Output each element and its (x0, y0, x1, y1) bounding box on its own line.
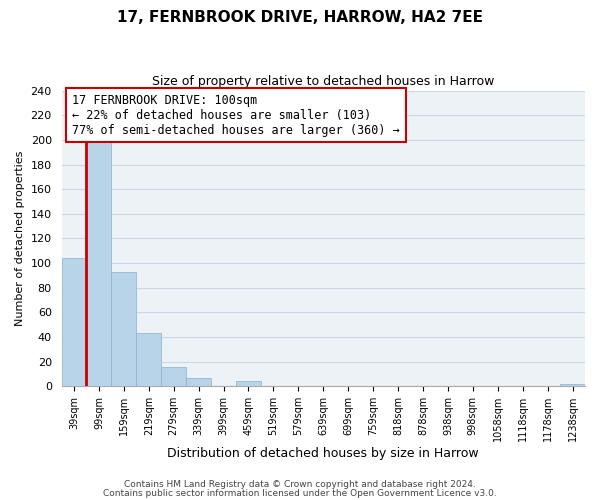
Title: Size of property relative to detached houses in Harrow: Size of property relative to detached ho… (152, 75, 494, 88)
Bar (86, 138, 112, 386)
Bar (62, 258, 86, 386)
Bar (136, 334, 161, 386)
Bar (161, 366, 186, 386)
Text: Contains HM Land Registry data © Crown copyright and database right 2024.: Contains HM Land Registry data © Crown c… (124, 480, 476, 489)
X-axis label: Distribution of detached houses by size in Harrow: Distribution of detached houses by size … (167, 447, 479, 460)
Y-axis label: Number of detached properties: Number of detached properties (15, 151, 25, 326)
Bar (236, 382, 261, 386)
Text: 17 FERNBROOK DRIVE: 100sqm
← 22% of detached houses are smaller (103)
77% of sem: 17 FERNBROOK DRIVE: 100sqm ← 22% of deta… (72, 94, 400, 136)
Text: Contains public sector information licensed under the Open Government Licence v3: Contains public sector information licen… (103, 488, 497, 498)
Bar (186, 378, 211, 386)
Bar (112, 272, 136, 386)
Text: 17, FERNBROOK DRIVE, HARROW, HA2 7EE: 17, FERNBROOK DRIVE, HARROW, HA2 7EE (117, 10, 483, 25)
Bar (560, 384, 585, 386)
